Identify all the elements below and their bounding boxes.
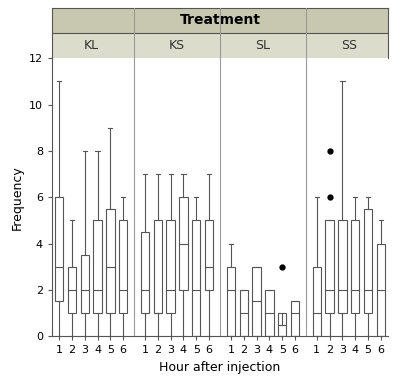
Text: KL: KL	[84, 39, 99, 52]
PathPatch shape	[338, 220, 347, 313]
Y-axis label: Frequency: Frequency	[10, 165, 23, 230]
Text: SL: SL	[256, 39, 270, 52]
PathPatch shape	[265, 290, 274, 336]
Bar	[52, 8, 388, 33]
PathPatch shape	[240, 290, 248, 336]
PathPatch shape	[154, 220, 162, 313]
PathPatch shape	[141, 232, 149, 313]
PathPatch shape	[351, 220, 360, 313]
PathPatch shape	[119, 220, 127, 313]
PathPatch shape	[106, 209, 114, 313]
Bar	[52, 33, 388, 58]
PathPatch shape	[377, 243, 385, 336]
PathPatch shape	[68, 267, 76, 313]
PathPatch shape	[192, 220, 200, 336]
PathPatch shape	[93, 220, 102, 313]
X-axis label: Hour after injection: Hour after injection	[159, 361, 281, 374]
PathPatch shape	[252, 267, 261, 336]
PathPatch shape	[326, 220, 334, 313]
PathPatch shape	[313, 267, 321, 336]
PathPatch shape	[278, 313, 286, 336]
PathPatch shape	[80, 255, 89, 313]
PathPatch shape	[291, 301, 299, 336]
PathPatch shape	[55, 197, 63, 301]
PathPatch shape	[364, 209, 372, 313]
Text: Treatment: Treatment	[180, 13, 260, 27]
Text: KS: KS	[169, 39, 185, 52]
Text: SS: SS	[341, 39, 357, 52]
PathPatch shape	[227, 267, 235, 336]
PathPatch shape	[179, 197, 188, 290]
PathPatch shape	[205, 220, 213, 290]
PathPatch shape	[166, 220, 175, 313]
